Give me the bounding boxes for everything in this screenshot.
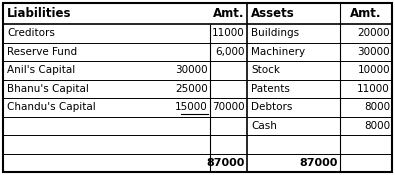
Text: Debtors: Debtors [251, 102, 292, 112]
Text: 15000: 15000 [175, 102, 208, 112]
Text: 30000: 30000 [175, 65, 208, 75]
Text: 30000: 30000 [357, 47, 390, 57]
Text: Machinery: Machinery [251, 47, 305, 57]
Text: 11000: 11000 [357, 84, 390, 94]
Text: 10000: 10000 [357, 65, 390, 75]
Text: Chandu's Capital: Chandu's Capital [7, 102, 96, 112]
Text: 6,000: 6,000 [216, 47, 245, 57]
Text: Assets: Assets [251, 7, 295, 20]
Text: 70000: 70000 [213, 102, 245, 112]
Text: 11000: 11000 [212, 28, 245, 38]
Text: Creditors: Creditors [7, 28, 55, 38]
Text: Stock: Stock [251, 65, 280, 75]
Text: Buildings: Buildings [251, 28, 299, 38]
Text: 20000: 20000 [357, 28, 390, 38]
Text: 87000: 87000 [207, 158, 245, 168]
Text: Cash: Cash [251, 121, 277, 131]
Text: Anil's Capital: Anil's Capital [7, 65, 75, 75]
Text: 87000: 87000 [300, 158, 338, 168]
Text: 8000: 8000 [364, 121, 390, 131]
Text: Patents: Patents [251, 84, 290, 94]
Text: Amt.: Amt. [213, 7, 244, 20]
Text: Liabilities: Liabilities [7, 7, 71, 20]
Text: 25000: 25000 [175, 84, 208, 94]
Text: Reserve Fund: Reserve Fund [7, 47, 77, 57]
Text: 8000: 8000 [364, 102, 390, 112]
Text: Amt.: Amt. [350, 7, 382, 20]
Text: Bhanu's Capital: Bhanu's Capital [7, 84, 89, 94]
